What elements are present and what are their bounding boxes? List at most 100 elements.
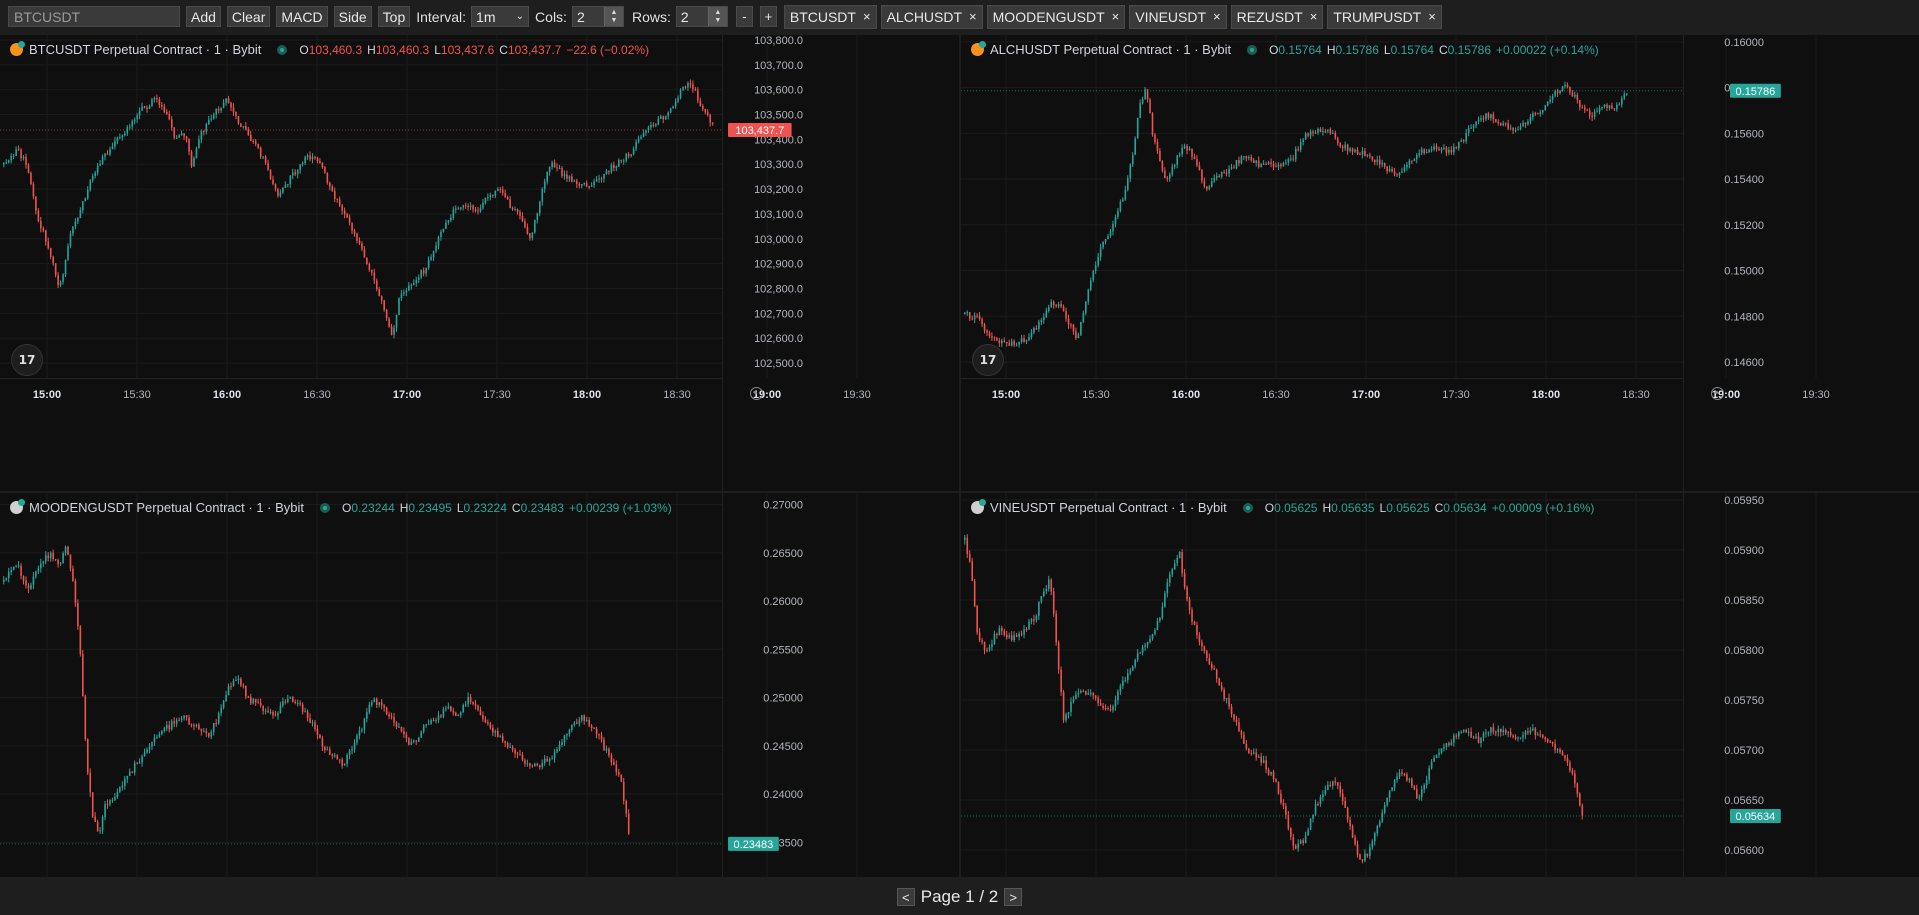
close-icon[interactable]: ×: [1111, 9, 1120, 24]
tradingview-logo-icon[interactable]: 17: [11, 344, 43, 376]
candle-body: [1339, 785, 1342, 794]
candle-body: [368, 704, 371, 713]
candle-body: [1581, 107, 1584, 109]
chart-pane-btcusdt[interactable]: 103,800.0 103,700.0 103,600.0 103,500.0 103,…: [0, 35, 959, 491]
prev-page-button[interactable]: <: [896, 888, 915, 906]
candle-body: [185, 715, 188, 718]
candle-body: [351, 222, 353, 231]
candle-body: [1139, 652, 1141, 654]
candlestick-chart[interactable]: 103,800.0 103,700.0 103,600.0 103,500.0 103,…: [0, 35, 959, 491]
close-icon[interactable]: ×: [862, 9, 871, 24]
candle-body: [1539, 112, 1542, 115]
symbol-search-input[interactable]: [8, 6, 180, 27]
candle-body: [240, 123, 242, 127]
candle-body: [178, 720, 180, 722]
candle-body: [452, 209, 455, 218]
y-tick-label: 0.05900: [1724, 545, 1764, 557]
candle-body: [1369, 154, 1371, 157]
page-minus-button[interactable]: -: [735, 6, 753, 27]
symbol-tag-trumpusdt[interactable]: TRUMPUSDT ×: [1327, 4, 1442, 29]
candle-body: [1114, 700, 1117, 707]
candle-body: [158, 733, 161, 738]
gear-icon[interactable]: [750, 387, 763, 400]
spinner-arrows-icon[interactable]: ▲ ▼: [603, 7, 623, 26]
macd-button[interactable]: MACD: [276, 6, 328, 27]
candle-body: [1198, 165, 1201, 170]
candle-body: [1144, 89, 1146, 100]
candle-body: [101, 817, 104, 831]
symbol-tag-vineusdt[interactable]: VINEUSDT ×: [1129, 4, 1227, 29]
candlestick-chart[interactable]: 0.160000.158000.156000.154000.152000.150…: [961, 35, 1919, 491]
candle-body: [82, 201, 84, 211]
candle-body: [158, 99, 161, 106]
candle-body: [576, 722, 578, 724]
clear-button[interactable]: Clear: [226, 6, 271, 27]
candle-body: [1230, 167, 1233, 169]
candle-body: [964, 537, 966, 540]
candle-body: [420, 731, 423, 738]
close-icon[interactable]: ×: [1428, 9, 1436, 24]
candle-body: [346, 754, 348, 764]
candle-body: [173, 721, 176, 724]
candle-body: [1280, 793, 1282, 803]
close-icon[interactable]: ×: [969, 9, 977, 24]
candle-body: [1060, 669, 1062, 692]
candle-body: [116, 137, 119, 141]
candle-body: [390, 326, 393, 335]
candle-body: [1035, 615, 1038, 621]
candle-body: [702, 105, 704, 110]
candle-body: [170, 119, 173, 128]
candle-body: [1416, 789, 1418, 799]
symbol-tag-rezusdt[interactable]: REZUSDT ×: [1230, 4, 1324, 29]
candle-body: [497, 730, 499, 737]
chart-pane-vineusdt[interactable]: 0.05950 0.05900 0.05850 0.05800 0.05750 0.057…: [961, 493, 1919, 877]
interval-select[interactable]: 1m ⌄: [471, 6, 530, 27]
candle-body: [1420, 149, 1423, 154]
symbol-tag-alchusdt[interactable]: ALCHUSDT ×: [880, 4, 983, 29]
candlestick-chart[interactable]: 0.05950 0.05900 0.05850 0.05800 0.05750 0.057…: [961, 493, 1919, 877]
candle-body: [1517, 129, 1519, 131]
candle-body: [489, 723, 492, 728]
candle-body: [1164, 170, 1166, 179]
candle-body: [1398, 172, 1401, 175]
close-icon[interactable]: ×: [1309, 9, 1318, 24]
candle-body: [343, 210, 346, 215]
close-icon[interactable]: ×: [1213, 9, 1221, 24]
side-button[interactable]: Side: [333, 6, 372, 27]
symbol-tag-btcusdt[interactable]: BTCUSDT ×: [783, 4, 877, 29]
candle-body: [484, 197, 487, 203]
candlestick-chart[interactable]: 0.27000 0.26500 0.26000 0.25500 0.25000 0.245…: [0, 493, 959, 877]
rows-stepper[interactable]: 2 ▲ ▼: [675, 6, 728, 27]
candle-body: [1218, 678, 1221, 686]
symbol-tag-moodengusdt[interactable]: MOODENGUSDT ×: [986, 4, 1126, 29]
candle-body: [82, 653, 84, 697]
candle-body: [1025, 340, 1028, 342]
candle-body: [230, 686, 232, 688]
chart-pane-alchusdt[interactable]: 0.160000.158000.156000.154000.152000.150…: [961, 35, 1919, 491]
top-button[interactable]: Top: [377, 6, 411, 27]
candle-body: [541, 763, 544, 768]
candle-body: [1539, 734, 1542, 736]
candle-body: [1450, 149, 1453, 153]
candle-body: [299, 702, 301, 705]
candle-body: [556, 167, 558, 169]
add-button[interactable]: Add: [186, 6, 221, 27]
candle-body: [1386, 166, 1388, 172]
chart-pane-moodengusdt[interactable]: 0.27000 0.26500 0.26000 0.25500 0.25000 0.245…: [0, 493, 959, 877]
candle-body: [1129, 164, 1132, 179]
candle-body: [15, 149, 17, 156]
candle-body: [227, 686, 230, 696]
spinner-arrows-icon[interactable]: ▲ ▼: [707, 7, 727, 26]
next-page-button[interactable]: >: [1004, 888, 1023, 906]
y-tick-label: 0.05800: [1724, 645, 1764, 657]
candle-body: [1097, 698, 1099, 704]
candle-body: [1527, 731, 1529, 733]
page-plus-button[interactable]: +: [759, 6, 777, 27]
candle-body: [106, 153, 109, 155]
tradingview-logo-icon[interactable]: 17: [972, 344, 1004, 376]
gear-icon[interactable]: [1711, 387, 1724, 400]
cols-stepper[interactable]: 2 ▲ ▼: [571, 6, 624, 27]
candle-body: [1440, 748, 1443, 753]
candle-body: [245, 686, 247, 697]
candle-body: [1164, 593, 1166, 607]
